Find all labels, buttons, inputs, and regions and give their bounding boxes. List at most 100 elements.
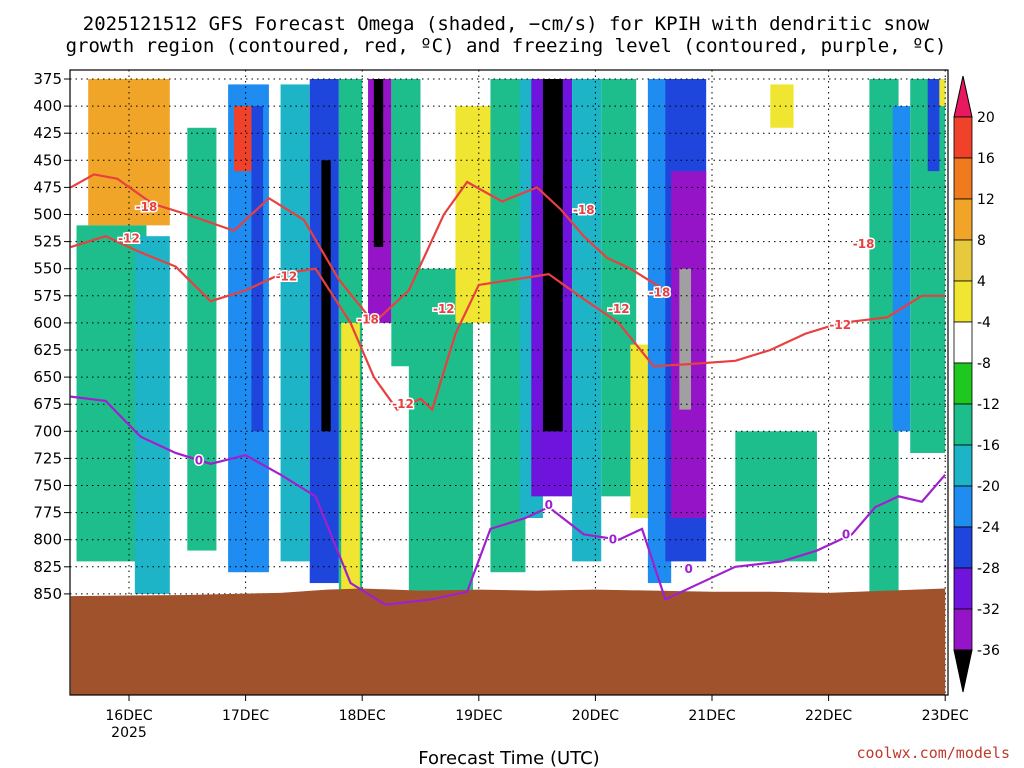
- credit-text: coolwx.com/models: [856, 744, 1010, 762]
- omega-cell: [927, 79, 940, 172]
- chart-title-line2: growth region (contoured, red, ºC) and f…: [66, 35, 947, 57]
- contour-label: -18: [136, 200, 158, 214]
- y-tick-label: 775: [33, 504, 62, 522]
- x-tick-label: 18DEC: [339, 708, 386, 724]
- contour-label: 0: [842, 527, 850, 541]
- x-tick-label: 17DEC: [222, 708, 269, 724]
- y-tick-label: 625: [33, 341, 62, 359]
- colorbar-swatch: [953, 608, 973, 651]
- omega-cell: [601, 79, 637, 497]
- contour-label: 0: [609, 533, 617, 547]
- y-tick-label: 500: [33, 206, 62, 224]
- y-tick-label: 825: [33, 558, 62, 576]
- contour-label: -18: [357, 313, 379, 327]
- x-tick-label: 16DEC: [105, 708, 152, 724]
- omega-cell: [572, 79, 602, 562]
- contour-label: -18: [853, 237, 875, 251]
- y-tick-label: 850: [33, 585, 62, 603]
- x-tick-label: 21DEC: [688, 708, 735, 724]
- contour-label: 0: [545, 498, 553, 512]
- omega-cell: [341, 322, 360, 605]
- y-tick-label: 675: [33, 395, 62, 413]
- y-tick-label: 425: [33, 124, 62, 142]
- x-tick-label: 23DEC: [922, 708, 969, 724]
- colorbar-swatch: [953, 116, 973, 159]
- colorbar-swatch: [953, 444, 973, 487]
- y-tick-label: 450: [33, 151, 62, 169]
- y-tick-label: 650: [33, 368, 62, 386]
- y-tick-label: 725: [33, 449, 62, 467]
- colorbar-label: -28: [977, 561, 1000, 577]
- colorbar-swatch: [953, 239, 973, 282]
- colorbar-swatch: [953, 567, 973, 610]
- plot-area: -18 -18 -18 -18 -18 -12 -12 -12 -12 -12 -12 0 0 0 0 0: [69, 69, 949, 696]
- colorbar-swatch: [953, 526, 973, 569]
- colorbar-bottom-arrow: [953, 649, 973, 693]
- colorbar-label: -12: [977, 397, 1000, 413]
- omega-cell: [542, 79, 563, 432]
- y-tick-label: 700: [33, 422, 62, 440]
- x-year-label: 2025: [111, 725, 147, 741]
- pressure-axis: 375 400 425 450 475 500 525 550 575 600 625 650 675 7…: [33, 70, 70, 603]
- contour-label: -12: [392, 397, 414, 411]
- colorbar-label: 16: [977, 151, 995, 167]
- omega-cell: [233, 106, 252, 172]
- colorbar-label: -8: [977, 356, 991, 372]
- y-tick-label: 400: [33, 97, 62, 115]
- colorbar-swatch: [953, 321, 973, 364]
- colorbar-swatch: [953, 403, 973, 446]
- colorbar-label: -36: [977, 643, 1000, 659]
- omega-cell: [910, 79, 946, 453]
- contour-label: 0: [685, 562, 693, 576]
- contour-label: -12: [608, 302, 630, 316]
- contour-labels: -18 -18 -18 -18 -18 -12 -12 -12 -12 -12 -12 0 0 0 0 0: [117, 198, 876, 577]
- colorbar-label: -32: [977, 602, 1000, 618]
- omega-cell: [679, 268, 692, 410]
- colorbar-swatch: [953, 362, 973, 405]
- omega-cell: [373, 79, 384, 248]
- x-tick-label: 22DEC: [805, 708, 852, 724]
- time-axis: 16DEC 17DEC 18DEC 19DEC 20DEC 21DEC 22DEC 23DEC…: [105, 695, 969, 741]
- colorbar-swatch: [953, 485, 973, 528]
- omega-cell: [76, 225, 147, 562]
- y-tick-label: 575: [33, 287, 62, 305]
- contour--12: [70, 235, 946, 412]
- chart-title-line1: 2025121512 GFS Forecast Omega (shaded, −…: [83, 13, 930, 35]
- contour-label: -12: [276, 269, 298, 283]
- contour-label: -18: [649, 286, 671, 300]
- contour-label: 0: [195, 454, 203, 468]
- plot-frame: [69, 69, 949, 696]
- y-tick-label: 800: [33, 531, 62, 549]
- x-axis-label: Forecast Time (UTC): [418, 748, 599, 768]
- colorbar-swatch: [953, 280, 973, 323]
- omega-cell: [770, 84, 794, 128]
- colorbar-top-arrow: [953, 75, 973, 118]
- colorbar-label: -16: [977, 438, 1000, 454]
- contour--18: [70, 173, 666, 325]
- terrain-fill: [70, 588, 946, 695]
- colorbar-label: -4: [977, 315, 991, 331]
- grid: [70, 70, 948, 695]
- omega-cell: [939, 79, 946, 107]
- y-tick-label: 600: [33, 314, 62, 332]
- colorbar-label: 20: [977, 110, 995, 126]
- y-tick-label: 750: [33, 477, 62, 495]
- colorbar: 20 16 12 8 4 -4 -8 -12 -16 -20 -24 -28 -32 -36: [953, 75, 1000, 693]
- contour-label: -12: [433, 302, 455, 316]
- colorbar-label: -20: [977, 479, 1000, 495]
- contour-label: -12: [118, 231, 140, 245]
- omega-cell: [187, 127, 217, 551]
- omega-cell: [321, 160, 331, 432]
- y-tick-label: 550: [33, 260, 62, 278]
- omega-cell: [735, 431, 817, 562]
- colorbar-label: -24: [977, 520, 1000, 536]
- colorbar-label: 8: [977, 233, 986, 249]
- contour-label: -18: [573, 203, 595, 217]
- colorbar-label: 12: [977, 192, 995, 208]
- x-tick-label: 20DEC: [572, 708, 619, 724]
- x-tick-label: 19DEC: [455, 708, 502, 724]
- contour-label: -12: [829, 318, 851, 332]
- contour-0: [70, 395, 947, 606]
- y-tick-label: 475: [33, 178, 62, 196]
